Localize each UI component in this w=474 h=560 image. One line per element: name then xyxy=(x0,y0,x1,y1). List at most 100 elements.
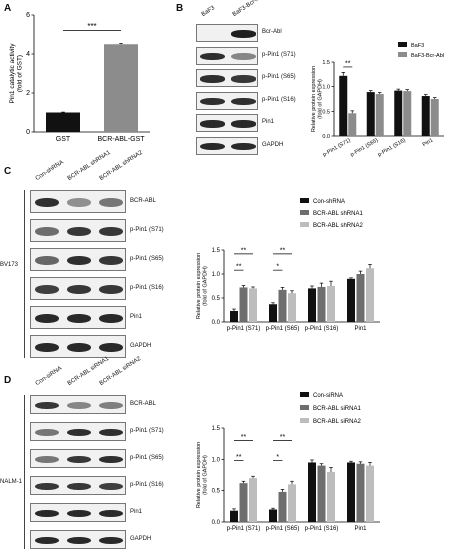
bar xyxy=(249,288,257,322)
bar xyxy=(356,463,365,522)
y-tick-label: 1.5 xyxy=(212,426,221,432)
x-category-label: Pin1 xyxy=(422,138,435,149)
y-tick-label: 0.5 xyxy=(212,489,221,495)
y-axis-label: Relative protein expression(fold of GAPD… xyxy=(196,442,209,508)
bar xyxy=(269,509,277,522)
protein-band xyxy=(34,284,60,295)
blot-panel-d: Con-siRNA BCR-ABL siRNA1 BCR-ABL siRNA2 BCR… xyxy=(0,356,190,560)
x-category-label: p-Pin1 (S16) xyxy=(377,137,407,158)
x-category-label: p-Pin1 (S16) xyxy=(305,326,339,332)
bar xyxy=(46,112,80,132)
legend-label: BCR-ABL shRNA1 xyxy=(313,211,363,217)
blot-strip xyxy=(196,24,258,42)
legend-swatch xyxy=(300,210,309,215)
blot-panel-c: Con-shRNA BCR-ABL shRNA1 BCR-ABL shRNA2 BCR… xyxy=(0,150,190,376)
legend-swatch xyxy=(300,222,309,227)
protein-band xyxy=(66,401,92,410)
bar xyxy=(347,278,355,322)
blot-strip xyxy=(196,69,258,87)
bar xyxy=(356,274,365,322)
blot-strip xyxy=(30,219,126,242)
y-tick-label: 0.0 xyxy=(212,320,221,326)
y-tick-label: 0 xyxy=(26,129,30,136)
blot-strip xyxy=(30,277,126,300)
blot-row-label: Pin1 xyxy=(130,508,143,515)
y-tick-label: 6 xyxy=(26,12,30,19)
significance-label: ** xyxy=(280,434,286,441)
blot-row-label: GAPDH xyxy=(262,141,284,148)
protein-band xyxy=(66,482,92,491)
cell-line-label: NALM-1 xyxy=(0,479,23,485)
significance-label: ** xyxy=(241,434,247,441)
protein-band xyxy=(34,482,60,491)
y-tick-label: 0.5 xyxy=(212,296,221,302)
protein-band xyxy=(98,342,124,353)
bar xyxy=(394,90,403,136)
blot-strip xyxy=(30,449,126,468)
bar xyxy=(317,286,326,322)
blot-strip xyxy=(196,114,258,132)
legend-label: BCR-ABL siRNA2 xyxy=(313,419,361,425)
cell-line-label: BV173 xyxy=(0,262,19,268)
panel-letter-d: D xyxy=(4,375,12,386)
protein-band xyxy=(34,342,60,353)
bar xyxy=(366,268,374,322)
x-category-label: p-Pin1 (S71) xyxy=(227,326,261,332)
protein-band xyxy=(98,255,124,266)
panel-letter-c: C xyxy=(4,166,12,177)
y-tick-label: 1.0 xyxy=(322,85,330,91)
protein-band xyxy=(34,226,60,237)
cell-line-bracket xyxy=(24,395,25,549)
protein-band xyxy=(98,536,124,545)
x-category-label: BCR-ABL-GST xyxy=(97,136,145,143)
bar xyxy=(366,92,375,136)
x-category-label: p-Pin1 (S71) xyxy=(322,137,352,158)
protein-band xyxy=(98,313,124,324)
bar xyxy=(403,91,412,136)
lane-label: BaF3-Bcr-Abl xyxy=(231,0,265,19)
lane-label: BaF3 xyxy=(200,5,216,18)
protein-band xyxy=(98,401,124,410)
legend-label: BaF3-Bcr-Abl xyxy=(411,53,444,59)
blot-strip xyxy=(196,91,258,110)
protein-band xyxy=(200,120,225,128)
y-tick-label: 1.5 xyxy=(212,248,221,254)
bar xyxy=(278,289,287,322)
blot-strip xyxy=(30,335,126,358)
blot-row-label: p-Pin1 (S71) xyxy=(130,427,164,434)
legend-label: Con-siRNA xyxy=(313,393,343,399)
bar xyxy=(317,465,326,522)
blot-strip xyxy=(30,503,126,522)
bar xyxy=(239,287,248,322)
protein-band xyxy=(34,255,60,266)
legend-label: BCR-ABL shRNA2 xyxy=(313,223,363,229)
protein-band xyxy=(98,284,124,295)
blot-strip xyxy=(196,46,258,65)
panel-letter-b: B xyxy=(176,3,184,14)
legend-label: BCR-ABL siRNA1 xyxy=(313,406,361,412)
x-category-label: p-Pin1 (S65) xyxy=(266,526,300,532)
significance-label: *** xyxy=(87,22,96,31)
protein-band xyxy=(98,455,124,464)
protein-band xyxy=(34,536,60,545)
blot-row-label: p-Pin1 (S65) xyxy=(130,255,164,262)
bar xyxy=(347,462,355,522)
protein-band xyxy=(66,342,92,353)
protein-band xyxy=(231,120,256,128)
blot-row-label: GAPDH xyxy=(130,342,152,349)
protein-band xyxy=(34,197,60,208)
y-tick-label: 1.0 xyxy=(212,457,221,463)
y-axis-label: Relative protein expression(fold of GAPD… xyxy=(196,253,209,319)
significance-label: ** xyxy=(236,454,242,461)
blot-row-label: p-Pin1 (S16) xyxy=(262,96,296,103)
blot-row-label: GAPDH xyxy=(130,535,152,542)
y-tick-label: 0.5 xyxy=(322,109,330,115)
chart-d: 0.0 0.5 1.0 1.5 Relative protein expression(… xyxy=(196,392,380,532)
bar xyxy=(339,75,348,136)
legend-swatch xyxy=(300,198,309,203)
significance-label: * xyxy=(276,454,279,461)
blot-row-label: p-Pin1 (S16) xyxy=(130,284,164,291)
protein-band xyxy=(200,75,225,83)
significance-label: ** xyxy=(280,247,286,254)
